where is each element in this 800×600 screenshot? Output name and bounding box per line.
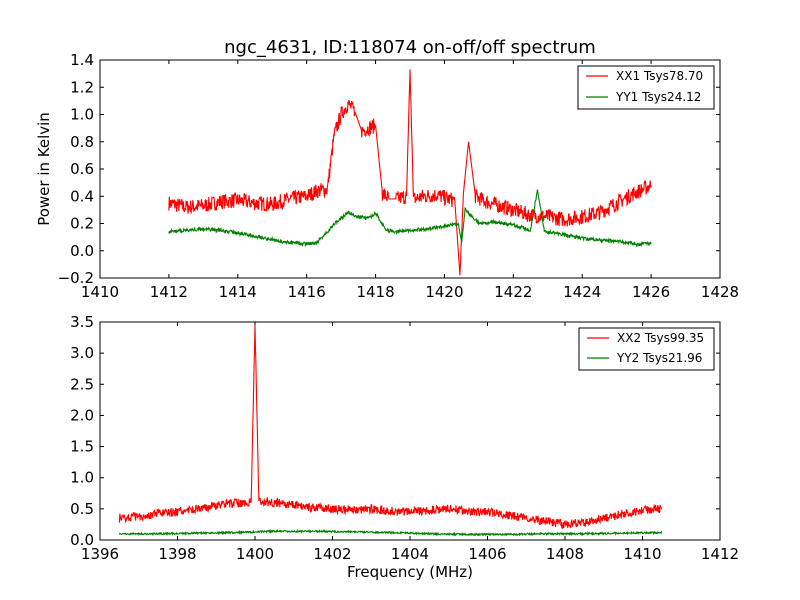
legend-label-yy2: YY2 Tsys21.96 <box>616 351 702 365</box>
bottom-tick-layer: 1396 1398 1400 1402 1404 1406 1408 1410 1412 0.0 0… <box>70 313 739 563</box>
y-tick-label: 0.2 <box>70 215 94 233</box>
y-tick-label: 2.5 <box>70 375 94 393</box>
x-tick-label: 1410 <box>81 283 119 301</box>
top-series-layer <box>168 69 652 276</box>
series-line-xx1-tsys78-70 <box>168 69 652 276</box>
y-tick-label: 0.8 <box>70 133 94 151</box>
top-legend: XX1 Tsys78.70 YY1 Tsys24.12 <box>577 65 715 110</box>
x-tick-label: 1428 <box>701 283 739 301</box>
y-tick-label: 3.5 <box>70 313 94 331</box>
y-tick-label: 3.0 <box>70 344 94 362</box>
y-tick-label: 0.0 <box>70 242 94 260</box>
x-tick-label: 1402 <box>313 545 351 563</box>
legend-label-xx2: XX2 Tsys99.35 <box>617 331 704 345</box>
x-tick-label: 1410 <box>623 545 661 563</box>
top-plot-frame <box>99 59 721 279</box>
x-tick-label: 1398 <box>158 545 196 563</box>
y-tick-label: 0.0 <box>70 531 94 549</box>
series-line-yy2-tsys21-96 <box>118 528 663 537</box>
x-axis-label: Frequency (MHz) <box>347 563 473 581</box>
x-tick-label: 1412 <box>150 283 188 301</box>
x-tick-label: 1418 <box>356 283 394 301</box>
x-tick-label: 1396 <box>81 545 119 563</box>
series-line-yy1-tsys24-12 <box>168 189 652 248</box>
x-tick-label: 1406 <box>468 545 506 563</box>
x-tick-label: 1400 <box>236 545 274 563</box>
y-tick-label: 0.4 <box>70 187 94 205</box>
x-tick-label: 1422 <box>494 283 532 301</box>
x-tick-label: 1426 <box>632 283 670 301</box>
y-axis-label: Power in Kelvin <box>35 112 53 226</box>
bottom-legend: XX2 Tsys99.35 YY2 Tsys21.96 <box>578 327 715 371</box>
y-tick-label: 1.5 <box>70 438 94 456</box>
x-tick-label: 1424 <box>563 283 601 301</box>
y-tick-label: 1.0 <box>70 469 94 487</box>
y-tick-label: 1.4 <box>70 51 94 69</box>
chart-title: ngc_4631, ID:118074 on-off/off spectrum <box>224 37 596 58</box>
x-tick-label: 1414 <box>219 283 257 301</box>
legend-label-xx1: XX1 Tsys78.70 <box>616 69 703 83</box>
x-tick-label: 1416 <box>288 283 326 301</box>
bottom-panel: Frequency (MHz) 1396 1398 1400 1402 1404 1406… <box>70 313 739 581</box>
top-legend-box <box>577 65 715 110</box>
x-tick-label: 1408 <box>546 545 584 563</box>
x-tick-label: 1420 <box>425 283 463 301</box>
y-tick-label: 1.0 <box>70 106 94 124</box>
y-tick-label: 0.6 <box>70 160 94 178</box>
bottom-legend-box <box>578 327 715 371</box>
series-line-xx2-tsys99-35 <box>118 325 663 530</box>
y-tick-label: 2.0 <box>70 406 94 424</box>
y-tick-label: 0.5 <box>70 500 94 518</box>
bottom-series-layer <box>118 325 663 537</box>
bottom-plot-frame <box>99 321 721 541</box>
x-tick-label: 1412 <box>701 545 739 563</box>
top-panel: ngc_4631, ID:118074 on-off/off spectrum … <box>35 37 739 301</box>
y-tick-label: −0.2 <box>58 269 94 287</box>
x-tick-label: 1404 <box>391 545 429 563</box>
legend-label-yy1: YY1 Tsys24.12 <box>615 90 701 104</box>
top-tick-layer: 1410 1412 1414 1416 1418 1420 1422 1424 1426 1428… <box>58 51 740 301</box>
y-tick-label: 1.2 <box>70 78 94 96</box>
